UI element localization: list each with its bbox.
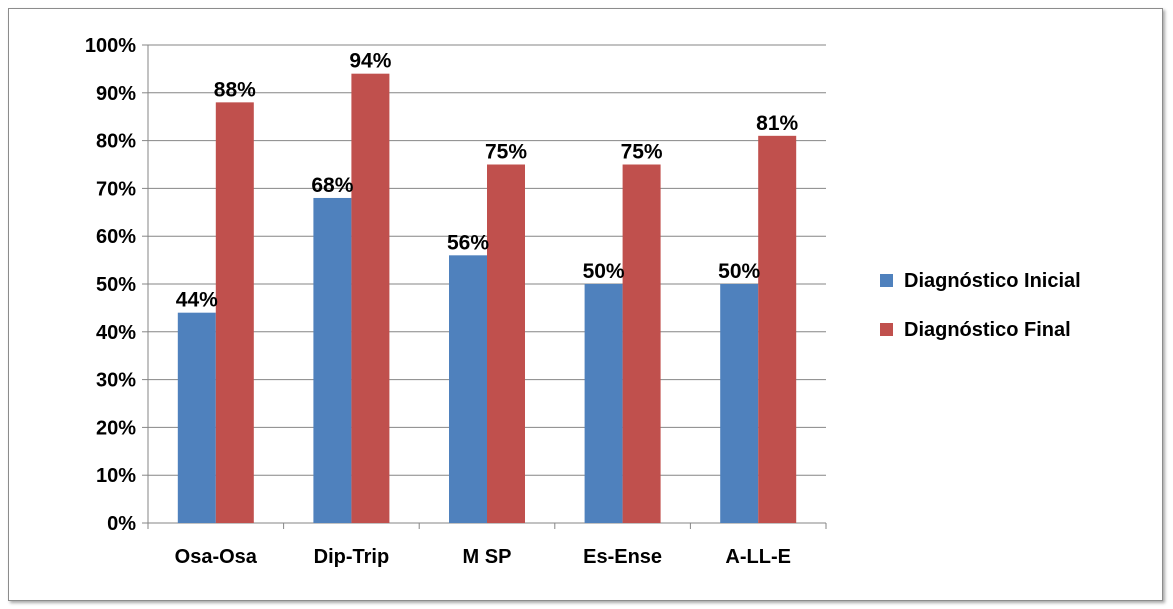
- bar-inicial-2: [449, 255, 487, 523]
- x-tick-label: M SP: [463, 546, 512, 568]
- y-tick-label: 30%: [96, 370, 136, 392]
- data-label: 68%: [311, 174, 353, 197]
- data-label: 94%: [349, 50, 391, 73]
- legend: Diagnóstico Inicial Diagnóstico Final: [880, 270, 1081, 341]
- data-label: 88%: [214, 78, 256, 101]
- bar-final-4: [758, 135, 797, 523]
- y-tick-label: 60%: [96, 226, 136, 248]
- data-label: 50%: [583, 260, 625, 283]
- y-tick-label: 40%: [96, 322, 136, 344]
- bar-inicial-3: [584, 284, 623, 523]
- y-tick-label: 80%: [96, 131, 136, 153]
- data-label: 81%: [756, 112, 798, 135]
- y-tick-label: 90%: [96, 83, 136, 105]
- bar-final-2: [487, 164, 525, 523]
- bar-inicial-1: [313, 197, 352, 523]
- legend-swatch: [880, 274, 893, 287]
- y-tick-label: 10%: [96, 465, 136, 487]
- x-axis-ticks: Osa-Osa Dip-Trip M SP Es-Ense A-LL-E: [175, 546, 791, 568]
- gridlines: [148, 44, 826, 476]
- data-labels: 44% 88% 68% 94% 56% 75% 50% 75% 50% 81%: [176, 50, 799, 312]
- bar-final-0: [215, 102, 254, 524]
- bar-inicial-0: [177, 312, 216, 523]
- bar-inicial-4: [720, 284, 759, 523]
- x-tick-label: A-LL-E: [725, 546, 791, 568]
- data-label: 56%: [447, 231, 489, 254]
- bar-final-3: [622, 164, 661, 523]
- x-tick-label: Osa-Osa: [175, 546, 258, 568]
- legend-swatch: [880, 323, 893, 336]
- x-tick-label: Es-Ense: [583, 546, 662, 568]
- y-tick-label: 70%: [96, 178, 136, 200]
- data-label: 50%: [718, 260, 760, 283]
- bars: [177, 73, 797, 524]
- data-label: 44%: [176, 289, 218, 312]
- data-label: 75%: [621, 141, 663, 164]
- legend-label: Diagnóstico Final: [904, 319, 1071, 341]
- y-tick-label: 0%: [107, 513, 136, 535]
- y-tick-label: 100%: [85, 35, 136, 57]
- y-tick-label: 20%: [96, 417, 136, 439]
- y-tick-label: 50%: [96, 274, 136, 296]
- bar-final-1: [351, 73, 390, 524]
- y-axis-ticks: 0% 10% 20% 30% 40% 50% 60% 70% 80% 90% 100%: [85, 35, 136, 535]
- data-label: 75%: [485, 141, 527, 164]
- legend-label: Diagnóstico Inicial: [904, 270, 1081, 292]
- x-tick-label: Dip-Trip: [314, 546, 390, 568]
